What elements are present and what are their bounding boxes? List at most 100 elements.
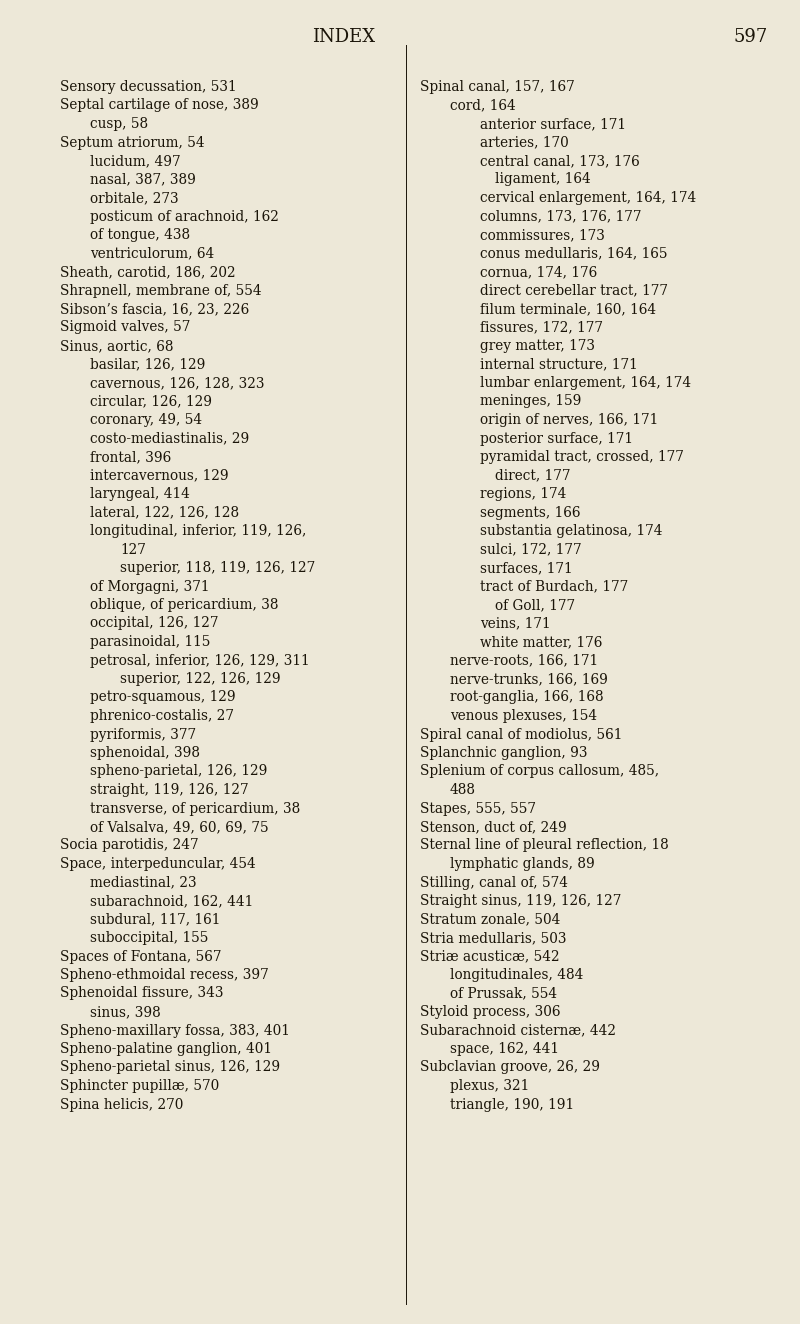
Text: petro-squamous, 129: petro-squamous, 129	[90, 691, 236, 704]
Text: Straight sinus, 119, 126, 127: Straight sinus, 119, 126, 127	[420, 894, 622, 908]
Text: sphenoidal, 398: sphenoidal, 398	[90, 745, 200, 760]
Text: Splenium of corpus callosum, 485,: Splenium of corpus callosum, 485,	[420, 764, 659, 779]
Text: transverse, of pericardium, 38: transverse, of pericardium, 38	[90, 801, 300, 816]
Text: meninges, 159: meninges, 159	[480, 395, 582, 409]
Text: venous plexuses, 154: venous plexuses, 154	[450, 708, 597, 723]
Text: costo-mediastinalis, 29: costo-mediastinalis, 29	[90, 432, 250, 445]
Text: root-ganglia, 166, 168: root-ganglia, 166, 168	[450, 691, 604, 704]
Text: lumbar enlargement, 164, 174: lumbar enlargement, 164, 174	[480, 376, 691, 391]
Text: Spiral canal of modiolus, 561: Spiral canal of modiolus, 561	[420, 727, 622, 741]
Text: Spheno-ethmoidal recess, 397: Spheno-ethmoidal recess, 397	[60, 968, 269, 982]
Text: Sigmoid valves, 57: Sigmoid valves, 57	[60, 320, 190, 335]
Text: cord, 164: cord, 164	[450, 98, 516, 113]
Text: fissures, 172, 177: fissures, 172, 177	[480, 320, 603, 335]
Text: Shrapnell, membrane of, 554: Shrapnell, membrane of, 554	[60, 283, 262, 298]
Text: superior, 118, 119, 126, 127: superior, 118, 119, 126, 127	[120, 561, 315, 575]
Text: commissures, 173: commissures, 173	[480, 228, 605, 242]
Text: of Valsalva, 49, 60, 69, 75: of Valsalva, 49, 60, 69, 75	[90, 820, 269, 834]
Text: Septal cartilage of nose, 389: Septal cartilage of nose, 389	[60, 98, 258, 113]
Text: Septum atriorum, 54: Septum atriorum, 54	[60, 135, 205, 150]
Text: Stenson, duct of, 249: Stenson, duct of, 249	[420, 820, 566, 834]
Text: lateral, 122, 126, 128: lateral, 122, 126, 128	[90, 506, 239, 519]
Text: subdural, 117, 161: subdural, 117, 161	[90, 912, 220, 927]
Text: cusp, 58: cusp, 58	[90, 117, 148, 131]
Text: coronary, 49, 54: coronary, 49, 54	[90, 413, 202, 428]
Text: pyramidal tract, crossed, 177: pyramidal tract, crossed, 177	[480, 450, 684, 463]
Text: Sinus, aortic, 68: Sinus, aortic, 68	[60, 339, 174, 354]
Text: petrosal, inferior, 126, 129, 311: petrosal, inferior, 126, 129, 311	[90, 654, 310, 667]
Text: parasinoidal, 115: parasinoidal, 115	[90, 636, 210, 649]
Text: Spheno-palatine ganglion, 401: Spheno-palatine ganglion, 401	[60, 1042, 272, 1057]
Text: longitudinal, inferior, 119, 126,: longitudinal, inferior, 119, 126,	[90, 524, 306, 538]
Text: anterior surface, 171: anterior surface, 171	[480, 117, 626, 131]
Text: cavernous, 126, 128, 323: cavernous, 126, 128, 323	[90, 376, 265, 391]
Text: lymphatic glands, 89: lymphatic glands, 89	[450, 857, 594, 871]
Text: subarachnoid, 162, 441: subarachnoid, 162, 441	[90, 894, 254, 908]
Text: conus medullaris, 164, 165: conus medullaris, 164, 165	[480, 246, 667, 261]
Text: Space, interpeduncular, 454: Space, interpeduncular, 454	[60, 857, 256, 871]
Text: cervical enlargement, 164, 174: cervical enlargement, 164, 174	[480, 191, 696, 205]
Text: Stratum zonale, 504: Stratum zonale, 504	[420, 912, 560, 927]
Text: Sheath, carotid, 186, 202: Sheath, carotid, 186, 202	[60, 265, 236, 279]
Text: plexus, 321: plexus, 321	[450, 1079, 530, 1094]
Text: direct, 177: direct, 177	[495, 469, 570, 482]
Text: white matter, 176: white matter, 176	[480, 636, 602, 649]
Text: lucidum, 497: lucidum, 497	[90, 154, 181, 168]
Text: Sibson’s fascia, 16, 23, 226: Sibson’s fascia, 16, 23, 226	[60, 302, 250, 316]
Text: pyriformis, 377: pyriformis, 377	[90, 727, 196, 741]
Text: Sternal line of pleural reflection, 18: Sternal line of pleural reflection, 18	[420, 838, 669, 853]
Text: superior, 122, 126, 129: superior, 122, 126, 129	[120, 673, 281, 686]
Text: veins, 171: veins, 171	[480, 617, 550, 630]
Text: central canal, 173, 176: central canal, 173, 176	[480, 154, 640, 168]
Text: occipital, 126, 127: occipital, 126, 127	[90, 617, 218, 630]
Text: Spaces of Fontana, 567: Spaces of Fontana, 567	[60, 949, 222, 964]
Text: circular, 126, 129: circular, 126, 129	[90, 395, 212, 409]
Text: filum terminale, 160, 164: filum terminale, 160, 164	[480, 302, 656, 316]
Text: nerve-roots, 166, 171: nerve-roots, 166, 171	[450, 654, 598, 667]
Text: arteries, 170: arteries, 170	[480, 135, 569, 150]
Text: Subclavian groove, 26, 29: Subclavian groove, 26, 29	[420, 1061, 600, 1075]
Text: surfaces, 171: surfaces, 171	[480, 561, 573, 575]
Text: straight, 119, 126, 127: straight, 119, 126, 127	[90, 782, 249, 797]
Text: basilar, 126, 129: basilar, 126, 129	[90, 357, 206, 372]
Text: sulci, 172, 177: sulci, 172, 177	[480, 543, 582, 556]
Text: Spheno-parietal sinus, 126, 129: Spheno-parietal sinus, 126, 129	[60, 1061, 280, 1075]
Text: nasal, 387, 389: nasal, 387, 389	[90, 172, 196, 187]
Text: oblique, of pericardium, 38: oblique, of pericardium, 38	[90, 598, 278, 612]
Text: segments, 166: segments, 166	[480, 506, 581, 519]
Text: of Morgagni, 371: of Morgagni, 371	[90, 580, 210, 593]
Text: grey matter, 173: grey matter, 173	[480, 339, 595, 354]
Text: 127: 127	[120, 543, 146, 556]
Text: tract of Burdach, 177: tract of Burdach, 177	[480, 580, 628, 593]
Text: longitudinales, 484: longitudinales, 484	[450, 968, 583, 982]
Text: cornua, 174, 176: cornua, 174, 176	[480, 265, 598, 279]
Text: space, 162, 441: space, 162, 441	[450, 1042, 559, 1057]
Text: triangle, 190, 191: triangle, 190, 191	[450, 1098, 574, 1112]
Text: direct cerebellar tract, 177: direct cerebellar tract, 177	[480, 283, 668, 298]
Text: Sensory decussation, 531: Sensory decussation, 531	[60, 79, 237, 94]
Text: columns, 173, 176, 177: columns, 173, 176, 177	[480, 209, 642, 224]
Text: 488: 488	[450, 782, 476, 797]
Text: orbitale, 273: orbitale, 273	[90, 191, 178, 205]
Text: Stapes, 555, 557: Stapes, 555, 557	[420, 801, 536, 816]
Text: Socia parotidis, 247: Socia parotidis, 247	[60, 838, 198, 853]
Text: Stilling, canal of, 574: Stilling, canal of, 574	[420, 875, 568, 890]
Text: of Prussak, 554: of Prussak, 554	[450, 986, 557, 1001]
Text: substantia gelatinosa, 174: substantia gelatinosa, 174	[480, 524, 662, 538]
Text: Spheno-maxillary fossa, 383, 401: Spheno-maxillary fossa, 383, 401	[60, 1023, 290, 1038]
Text: intercavernous, 129: intercavernous, 129	[90, 469, 229, 482]
Text: Stria medullaris, 503: Stria medullaris, 503	[420, 931, 566, 945]
Text: Splanchnic ganglion, 93: Splanchnic ganglion, 93	[420, 745, 587, 760]
Text: laryngeal, 414: laryngeal, 414	[90, 487, 190, 500]
Text: frontal, 396: frontal, 396	[90, 450, 171, 463]
Text: 597: 597	[734, 28, 768, 46]
Text: ligament, 164: ligament, 164	[495, 172, 590, 187]
Text: of Goll, 177: of Goll, 177	[495, 598, 575, 612]
Text: sinus, 398: sinus, 398	[90, 1005, 161, 1019]
Text: Styloid process, 306: Styloid process, 306	[420, 1005, 561, 1019]
Text: suboccipital, 155: suboccipital, 155	[90, 931, 208, 945]
Text: Subarachnoid cisternæ, 442: Subarachnoid cisternæ, 442	[420, 1023, 616, 1038]
Text: nerve-trunks, 166, 169: nerve-trunks, 166, 169	[450, 673, 608, 686]
Text: phrenico-costalis, 27: phrenico-costalis, 27	[90, 708, 234, 723]
Text: Spinal canal, 157, 167: Spinal canal, 157, 167	[420, 79, 574, 94]
